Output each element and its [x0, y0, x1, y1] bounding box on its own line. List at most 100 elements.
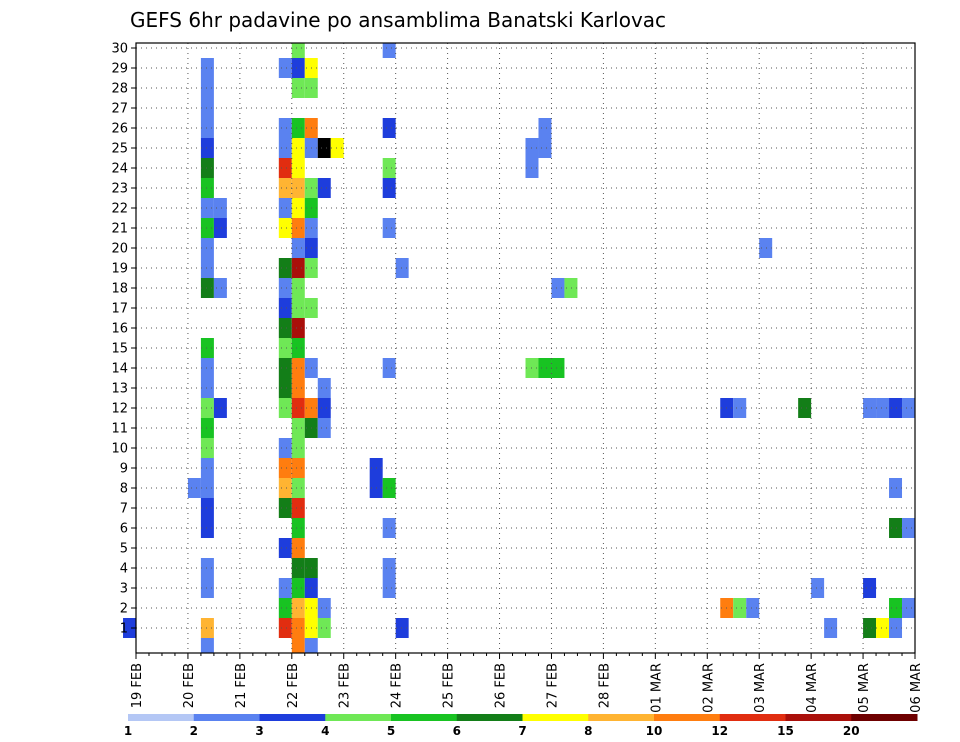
precip-cell [538, 358, 552, 378]
precip-cell [278, 598, 292, 618]
legend-swatch [522, 714, 589, 721]
legend-swatch [128, 714, 195, 721]
precip-cell [278, 158, 292, 178]
precip-cell [278, 618, 292, 638]
precip-cell [200, 618, 214, 638]
precip-cell [200, 98, 214, 118]
x-tick-label: 23 FEB [338, 663, 353, 708]
precip-cell [317, 618, 331, 638]
precip-cell [278, 118, 292, 138]
y-tick-label: 3 [120, 582, 128, 597]
precip-cell [278, 358, 292, 378]
precip-cell [382, 43, 396, 58]
y-tick-label: 19 [111, 262, 128, 277]
precip-cell [291, 178, 305, 198]
precip-cell [278, 338, 292, 358]
y-tick-label: 8 [120, 482, 128, 497]
precip-cell [200, 358, 214, 378]
precip-cell [200, 458, 214, 478]
precip-cell [291, 498, 305, 518]
plot-area [136, 43, 915, 653]
precip-cell [200, 58, 214, 78]
precip-cell [291, 298, 305, 318]
legend-label: 1 [124, 724, 132, 738]
precip-cell [200, 278, 214, 298]
y-tick-label: 21 [111, 222, 128, 237]
precip-cell [551, 358, 565, 378]
precip-cell [291, 238, 305, 258]
y-tick-label: 23 [111, 182, 128, 197]
y-tick-label: 9 [120, 462, 128, 477]
precip-cell [733, 598, 747, 618]
precip-cell [863, 398, 877, 418]
precip-cell [291, 598, 305, 618]
precip-cell [538, 118, 552, 138]
y-tick-label: 16 [111, 322, 128, 337]
legend-label: 12 [711, 724, 728, 738]
precip-cell [291, 578, 305, 598]
precip-cell [876, 398, 890, 418]
precip-cell [291, 258, 305, 278]
legend-swatch [325, 714, 392, 721]
x-tick-label: 22 FEB [286, 663, 301, 708]
precip-cell [291, 438, 305, 458]
precip-cell [382, 358, 396, 378]
precip-cell [382, 118, 396, 138]
precip-cell [317, 598, 331, 618]
precip-cell [200, 178, 214, 198]
precip-cell [564, 278, 578, 298]
precip-cell [200, 218, 214, 238]
legend-label: 2 [190, 724, 198, 738]
precip-cell [382, 218, 396, 238]
precip-cell [200, 238, 214, 258]
precip-cell [278, 198, 292, 218]
legend-swatch [785, 714, 852, 721]
precip-cell [291, 58, 305, 78]
precip-cell [291, 538, 305, 558]
y-tick-label: 20 [111, 242, 128, 257]
axes: 1234567891011121314151617181920212223242… [111, 42, 924, 713]
y-tick-label: 10 [111, 442, 128, 457]
precip-cell [889, 478, 903, 498]
precip-cell [863, 618, 877, 638]
precip-cell [278, 298, 292, 318]
legend-swatch [654, 714, 721, 721]
y-tick-label: 11 [111, 422, 128, 437]
precip-cell [382, 518, 396, 538]
precip-cell [317, 398, 331, 418]
precip-cell [902, 598, 915, 618]
chart-title: GEFS 6hr padavine po ansamblima Banatski… [130, 8, 666, 32]
precip-cell [382, 578, 396, 598]
y-tick-label: 17 [111, 302, 128, 317]
precip-cell [889, 598, 903, 618]
precip-cell [291, 378, 305, 398]
precip-cell [200, 398, 214, 418]
precip-cell [200, 518, 214, 538]
precip-cell [200, 138, 214, 158]
precip-cell [200, 78, 214, 98]
precip-cell [798, 398, 812, 418]
precip-cell [863, 578, 877, 598]
y-tick-label: 15 [111, 342, 128, 357]
x-tick-label: 03 MAR [753, 663, 768, 713]
y-tick-label: 14 [111, 362, 128, 377]
y-tick-label: 4 [120, 562, 128, 577]
precip-cell [291, 358, 305, 378]
precip-cell [291, 638, 305, 653]
precip-cell [889, 398, 903, 418]
precip-cell [278, 398, 292, 418]
legend-swatch [193, 714, 260, 721]
precip-cell [317, 418, 331, 438]
precip-cell [291, 338, 305, 358]
y-tick-label: 7 [120, 502, 128, 517]
color-legend: 1 2 3 4 5 6 7 8 10 12 15 20 [124, 714, 918, 738]
precip-cell [811, 578, 825, 598]
y-tick-label: 28 [111, 82, 128, 97]
y-tick-label: 18 [111, 282, 128, 297]
precip-cell [200, 378, 214, 398]
precip-cell [551, 278, 565, 298]
precip-cell [278, 318, 292, 338]
precip-cell [278, 458, 292, 478]
legend-swatch [456, 714, 523, 721]
x-tick-label: 28 FEB [597, 663, 612, 708]
